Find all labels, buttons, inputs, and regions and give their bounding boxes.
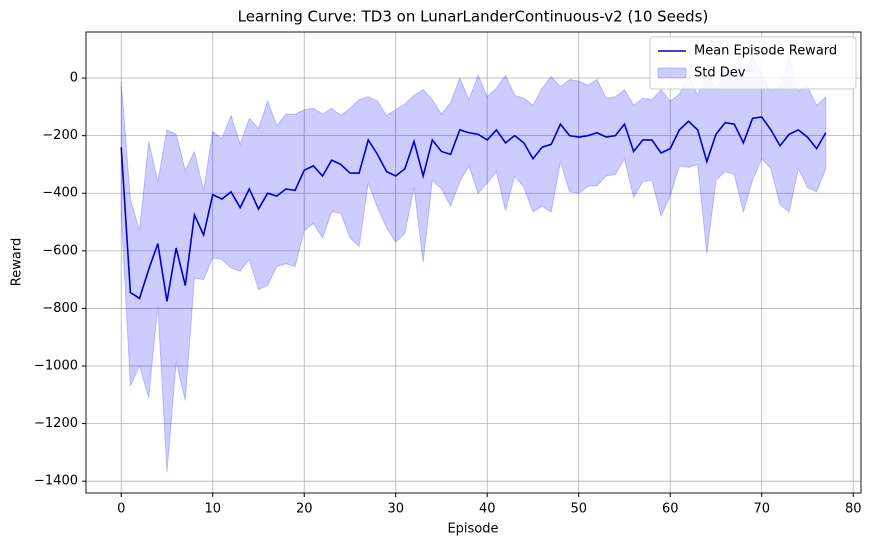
chart-title: Learning Curve: TD3 on LunarLanderContin…: [238, 8, 709, 26]
y-tick-label: −600: [42, 243, 78, 258]
x-axis-label: Episode: [447, 522, 498, 537]
x-tick-label: 80: [845, 502, 862, 517]
y-tick-label: 0: [70, 71, 78, 86]
x-tick-label: 50: [570, 502, 587, 517]
y-tick-label: −1200: [34, 416, 78, 431]
legend-label: Std Dev: [694, 66, 746, 81]
mean-line: [120, 116, 827, 302]
x-tick-label: 0: [117, 502, 125, 517]
y-axis-label: Reward: [10, 238, 25, 286]
x-tick-label: 70: [753, 502, 770, 517]
y-tick-label: −1000: [34, 359, 78, 374]
y-tick-label: −200: [42, 128, 78, 143]
y-tick-label: −800: [42, 301, 78, 316]
x-tick-label: 20: [296, 502, 313, 517]
plot-frame: [85, 31, 862, 494]
x-tick-label: 60: [662, 502, 679, 517]
legend-box: [649, 36, 857, 90]
std-band: [120, 54, 827, 473]
x-tick-label: 30: [387, 502, 404, 517]
legend-label: Mean Episode Reward: [694, 44, 837, 59]
x-tick-label: 40: [479, 502, 496, 517]
legend-swatch: [657, 67, 687, 79]
y-tick-label: −400: [42, 186, 78, 201]
y-tick-label: −1400: [34, 474, 78, 489]
x-tick-label: 10: [204, 502, 221, 517]
